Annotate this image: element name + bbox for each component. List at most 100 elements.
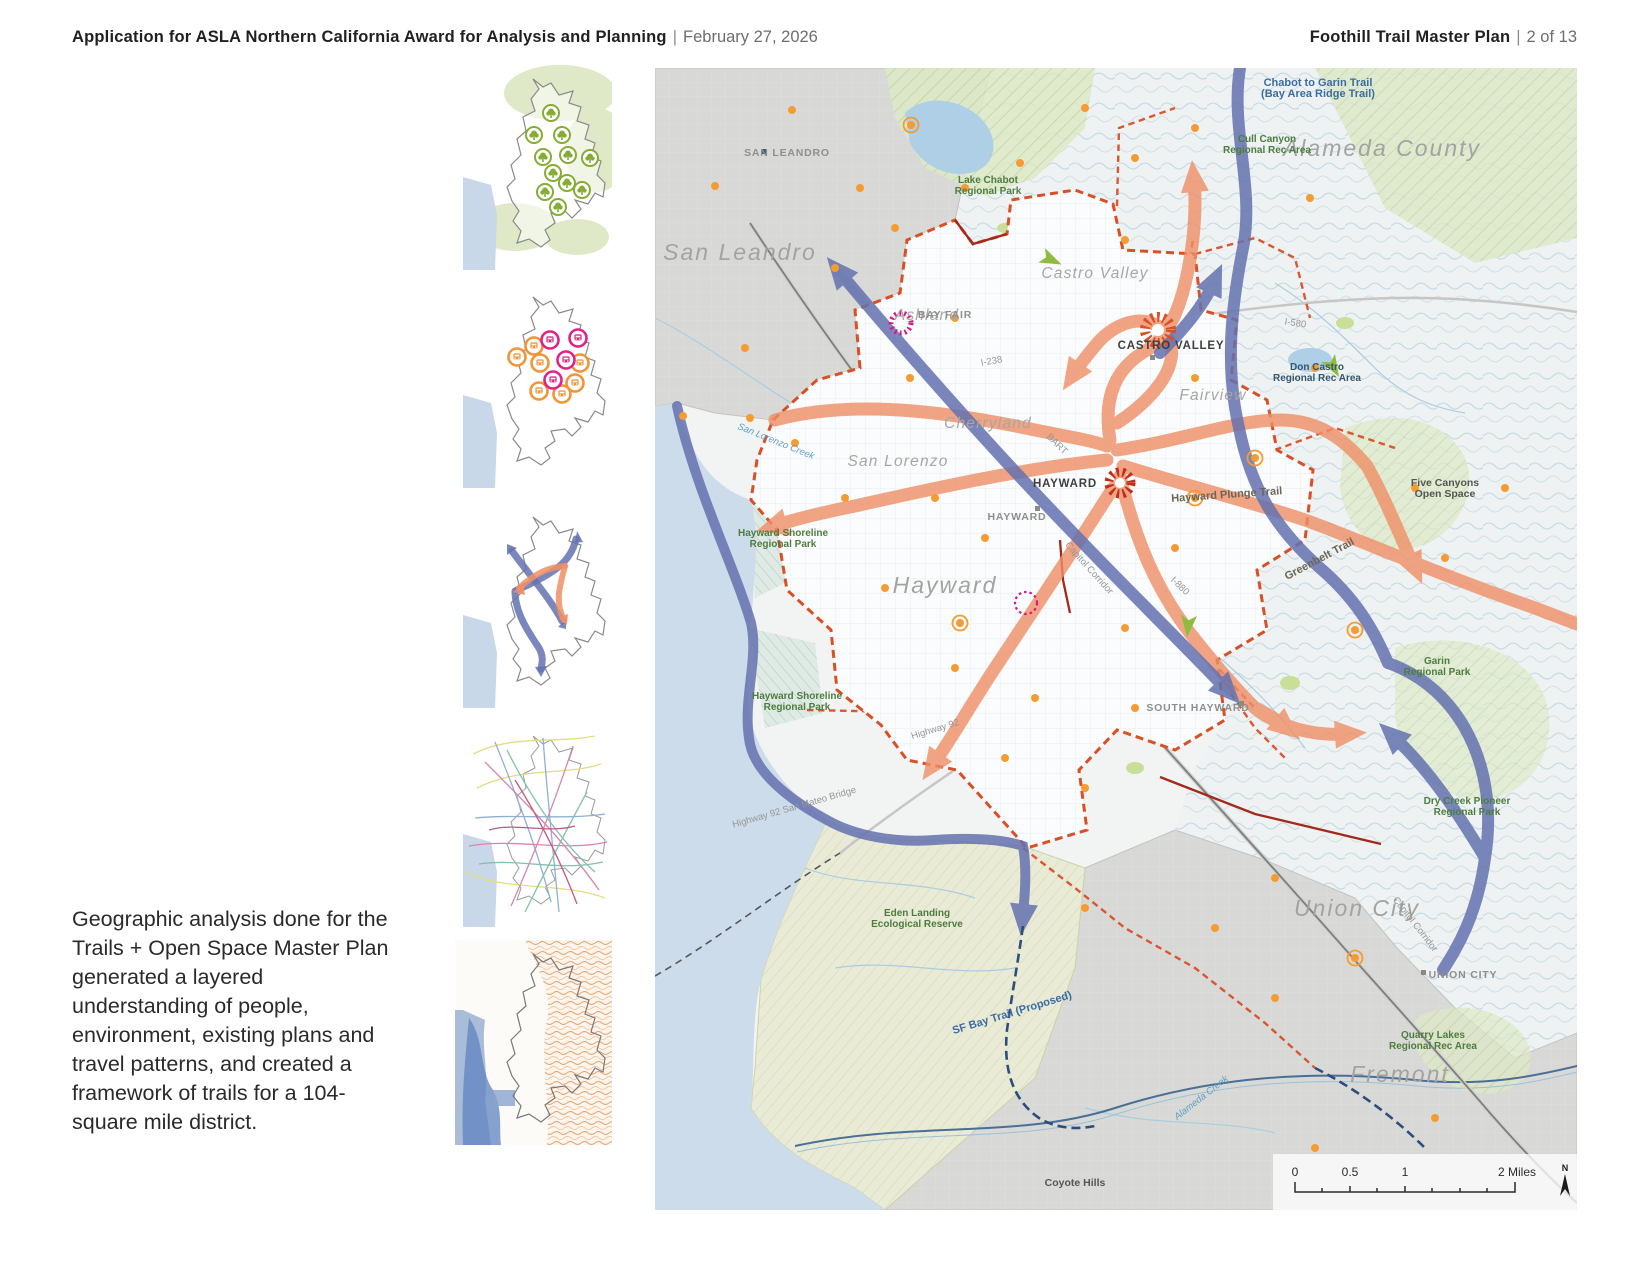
map-label: UNION CITY	[1429, 969, 1498, 981]
scale-label-05: 0.5	[1342, 1165, 1359, 1179]
hayward-amtrak-stop	[1035, 506, 1040, 511]
map-label: Dry Creek Pioneer Regional Park	[1424, 796, 1511, 818]
access-point-dot	[981, 534, 989, 542]
street-network-map-image	[463, 735, 608, 927]
access-point-dot	[951, 314, 959, 322]
map-label: Fremont	[1350, 1061, 1450, 1087]
plan-title: Foothill Trail Master Plan	[1309, 28, 1511, 46]
transit-icon	[529, 381, 549, 401]
district-outline	[506, 516, 606, 686]
access-point-dot	[1031, 694, 1039, 702]
five-canyons-area	[1340, 418, 1470, 550]
access-point-dot	[906, 374, 914, 382]
access-point-dot	[1311, 1144, 1319, 1152]
access-point-dot	[1271, 994, 1279, 1002]
access-point-dot	[1411, 484, 1419, 492]
map-label: Union City	[1294, 895, 1420, 921]
access-point-dot	[1211, 924, 1219, 932]
map-label: CASTRO VALLEY	[1118, 340, 1225, 352]
bay-shape	[463, 395, 497, 488]
hayward-bart-center	[1115, 478, 1125, 488]
access-point-dot	[1081, 784, 1089, 792]
header-left: Application for ASLA Northern California…	[72, 28, 818, 47]
access-point-dot	[881, 584, 889, 592]
north-label: N	[1562, 1163, 1569, 1173]
bay-shape	[463, 177, 497, 270]
tree-icon	[536, 183, 554, 201]
access-point-dot	[891, 224, 899, 232]
access-point-dot	[1441, 554, 1449, 562]
access-point-dot	[1081, 104, 1089, 112]
don-castro-reservoir	[1288, 348, 1332, 372]
thumbnail-street-network-map	[455, 722, 612, 927]
map-label: Five Canyons Open Space	[1411, 477, 1479, 500]
transit-icon	[552, 384, 572, 404]
header-date: February 27, 2026	[683, 28, 818, 46]
district-outline	[506, 735, 606, 905]
transit-icon	[530, 353, 550, 373]
proposed-station-circle-icon	[1013, 590, 1039, 616]
bay-fair-bart-center	[896, 318, 906, 328]
access-point-dot	[1351, 954, 1359, 962]
northeast-park-area	[1315, 68, 1577, 263]
hayward-bart-sunburst-icon	[1104, 467, 1136, 499]
bay-fair-bart-sunburst-icon	[888, 310, 914, 336]
map-label: SOUTH HAYWARD	[1146, 702, 1249, 714]
map-label: Cherryland	[944, 415, 1032, 432]
scale-label-1: 1	[1402, 1165, 1409, 1179]
access-point-dot	[961, 184, 969, 192]
access-point-dot	[791, 439, 799, 447]
lake-chabot-water	[905, 100, 994, 174]
access-point-dot	[1306, 194, 1314, 202]
alameda-creek-line	[794, 1065, 1577, 1147]
map-label: Hayward	[893, 572, 998, 598]
trail-flows-map-image	[463, 516, 606, 708]
access-point-dot	[1121, 624, 1129, 632]
access-point-dot	[788, 106, 796, 114]
access-point-dot	[831, 264, 839, 272]
access-point-dot	[679, 412, 687, 420]
analysis-description-text: Geographic analysis done for the Trails …	[72, 907, 389, 1134]
access-point-dot	[1191, 494, 1199, 502]
tree-icon	[544, 164, 562, 182]
access-point-dot	[1131, 704, 1139, 712]
open-space-map-image	[463, 65, 612, 270]
regional-corridor-ribbons	[672, 68, 1495, 976]
map-label: Quarry Lakes Regional Rec Area	[1389, 1030, 1477, 1052]
tree-icon	[553, 126, 571, 144]
access-point-dot	[931, 494, 939, 502]
tree-icon	[581, 149, 599, 167]
access-point-dot	[1431, 1114, 1439, 1122]
main-map: San Leandro Hayward Union City Fremont Alame…	[655, 68, 1577, 1210]
terrain-map-image	[455, 940, 612, 1145]
map-label: Garin Regional Park	[1404, 656, 1471, 678]
castro-valley-rail-stop	[1150, 355, 1155, 360]
access-point-dot	[841, 494, 849, 502]
access-point-dot	[1311, 364, 1319, 372]
map-label: Lake Chabot Regional Park	[955, 175, 1022, 197]
map-label: SAN LEANDRO	[744, 147, 830, 159]
thumbnail-terrain-map	[455, 940, 612, 1145]
thumbnail-open-space-map	[455, 65, 612, 270]
flood-area	[462, 1018, 501, 1145]
access-point-dot	[1016, 159, 1024, 167]
access-point-dot	[956, 619, 964, 627]
tree-icon	[559, 146, 577, 164]
scale-bar: 0 0.5 1 2 Miles	[1273, 1154, 1577, 1210]
north-arrow-icon: N	[1560, 1163, 1570, 1196]
map-label: Cull Canyon Regional Rec Area	[1223, 134, 1311, 156]
transit-icon	[543, 370, 563, 390]
map-label: Coyote Hills	[1045, 1177, 1106, 1189]
network-lines	[464, 735, 608, 913]
union-city-stop	[1421, 970, 1426, 975]
access-point-dot	[1271, 874, 1279, 882]
access-point-ring	[902, 116, 920, 134]
header-separator-left: |	[672, 28, 678, 46]
thumbnail-transit-map	[455, 283, 612, 488]
map-label: Alameda County	[1281, 135, 1481, 161]
tree-icon	[525, 126, 543, 144]
access-point-dot	[1001, 754, 1009, 762]
map-label: I-238	[980, 354, 1003, 369]
tree-icon	[542, 104, 560, 122]
